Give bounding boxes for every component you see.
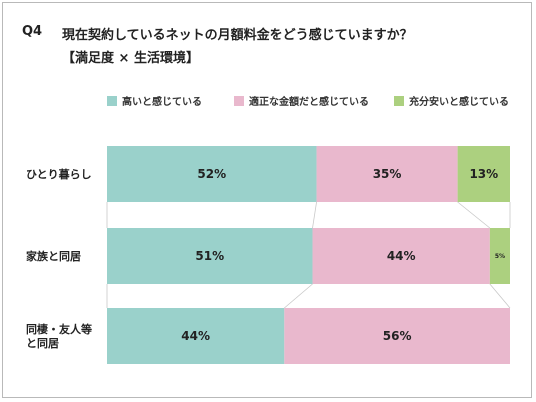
data-label-fair-2: 44% bbox=[387, 249, 416, 263]
chart-title: 現在契約しているネットの月額料金をどう感じていますか？ bbox=[62, 28, 413, 43]
category-label-1: ひとり暮らし bbox=[26, 167, 92, 181]
legend-swatch-fair bbox=[234, 95, 244, 106]
category-label-2: 家族と同居 bbox=[26, 249, 81, 263]
bar-segment-high-1 bbox=[107, 146, 317, 202]
bar-segment-cheap-2 bbox=[489, 228, 510, 284]
category-label-3: 同棲・友人等と同居 bbox=[26, 322, 92, 350]
bar-segment-fair-3 bbox=[284, 308, 510, 364]
data-label-high-1: 52% bbox=[197, 167, 226, 181]
connector-line-2-2 bbox=[489, 283, 511, 309]
connector-line-1-2 bbox=[457, 201, 491, 229]
legend-label-cheap: 充分安いと感じている bbox=[409, 97, 509, 108]
data-label-high-3: 44% bbox=[181, 329, 210, 343]
data-label-fair-1: 35% bbox=[373, 167, 402, 181]
legend-item-high: 高いと感じている bbox=[107, 93, 202, 108]
legend-item-fair: 適正な金額だと感じている bbox=[234, 93, 369, 108]
connector-lines bbox=[106, 201, 511, 309]
data-label-cheap-2: 5% bbox=[495, 253, 505, 260]
legend-item-cheap: 充分安いと感じている bbox=[394, 93, 509, 108]
data-label-cheap-1: 13% bbox=[469, 167, 498, 181]
bars-group: 52% 35% 13% 51% 44% 5% 44% 56% bbox=[107, 146, 510, 364]
legend-swatch-high bbox=[107, 95, 117, 106]
data-label-high-2: 51% bbox=[195, 249, 224, 263]
legend-label-fair: 適正な金額だと感じている bbox=[249, 97, 369, 108]
legend-label-high: 高いと感じている bbox=[122, 97, 202, 108]
data-label-fair-3: 56% bbox=[383, 329, 412, 343]
legend: 高いと感じている 適正な金額だと感じている 充分安いと感じている bbox=[0, 93, 536, 108]
chart-subtitle: 【満足度 × 生活環境】 bbox=[62, 51, 199, 66]
connector-line-1-1 bbox=[312, 201, 317, 229]
question-number: Q4 bbox=[22, 24, 43, 39]
bar-segment-high-2 bbox=[107, 228, 313, 284]
legend-swatch-cheap bbox=[394, 95, 404, 106]
bar-segment-fair-2 bbox=[312, 228, 490, 284]
bar-segment-cheap-1 bbox=[457, 146, 510, 202]
bar-segment-high-3 bbox=[107, 308, 285, 364]
bar-segment-fair-1 bbox=[316, 146, 458, 202]
connector-line-2-1 bbox=[284, 283, 313, 309]
